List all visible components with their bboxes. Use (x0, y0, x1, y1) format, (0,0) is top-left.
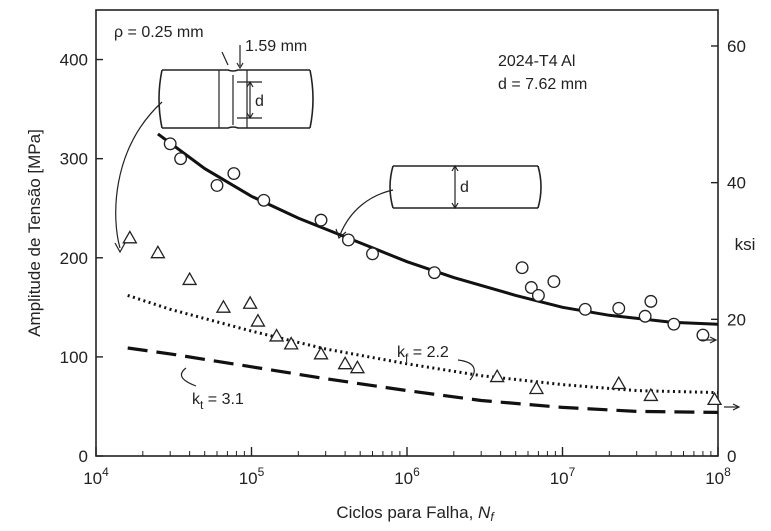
triangle-point (182, 271, 198, 286)
circle-point (578, 302, 592, 316)
runout-arrows (700, 336, 741, 411)
smooth-specimen-drawing (335, 164, 542, 240)
right-tick-label: 40 (727, 174, 746, 193)
triangle-point (643, 387, 659, 402)
x-tick-label: 105 (239, 465, 265, 488)
circle-point (174, 152, 188, 166)
circle-point (612, 301, 626, 315)
kf-pointer (457, 359, 475, 381)
solid-curve (157, 132, 719, 326)
circle-point (644, 294, 658, 308)
y-tick-label: 300 (60, 150, 88, 169)
kf-label: kf = 2.2 (397, 344, 449, 365)
circle-point (524, 281, 538, 294)
triangle-point (489, 368, 505, 383)
notch-d-label: d (255, 93, 264, 110)
triangle-point (337, 356, 353, 370)
triangle-point (528, 380, 545, 395)
right-tick-label: 20 (727, 310, 746, 329)
y-tick-label: 400 (60, 51, 88, 70)
kt-pointer (180, 367, 197, 387)
circle-point (366, 247, 379, 261)
circle-point (427, 266, 441, 280)
circle-point (210, 178, 224, 192)
y-axis-label: Amplitude de Tensão [MPa] (25, 129, 44, 337)
circle-point (667, 317, 681, 331)
material-label: 2024-T4 Al (498, 53, 575, 70)
x-tick-label: 106 (394, 465, 420, 488)
notch-radius-label: ρ = 0.25 mm (114, 24, 204, 41)
triangle-point (349, 359, 366, 374)
circle-point (638, 309, 652, 323)
circle-point (227, 167, 241, 180)
y-tick-label: 100 (60, 348, 88, 367)
right-tick-label: 0 (727, 447, 736, 466)
x-axis-label: Ciclos para Falha, Nf (336, 503, 495, 524)
diameter-label: d = 7.62 mm (498, 76, 587, 93)
circle-point (163, 137, 177, 151)
x-tick-label: 104 (83, 465, 109, 488)
dashed-curve (127, 346, 719, 414)
circle-point (314, 213, 328, 227)
fit-curves (127, 132, 719, 414)
right-tick-label: 60 (727, 37, 746, 56)
triangle-point (268, 328, 285, 342)
circle-point (515, 261, 529, 275)
triangle-point (250, 313, 266, 327)
right-axis-label: ksi (735, 235, 756, 254)
x-tick-label: 108 (705, 465, 731, 488)
dotted-curve (127, 293, 719, 395)
y-tick-label: 0 (79, 447, 88, 466)
circle-point (531, 288, 545, 302)
x-tick-label: 107 (550, 465, 576, 488)
triangle-point (313, 346, 329, 360)
kt-label: kt = 3.1 (192, 391, 244, 412)
triangle-point (611, 375, 627, 390)
triangle-point (283, 336, 299, 350)
triangle-point (242, 295, 258, 309)
triangle-point (215, 299, 232, 313)
triangle-point (150, 245, 166, 259)
axis-ticks: 0 100 200 300 400 0 20 40 60 104 105 106 107 108 (60, 37, 746, 488)
notched-specimen-drawing (114, 45, 314, 254)
triangle-point (706, 391, 723, 406)
circle-point (341, 233, 355, 247)
circle-point (257, 193, 271, 207)
triangle-point (122, 230, 138, 244)
smooth-d-label: d (460, 179, 469, 196)
y-tick-label: 200 (60, 249, 88, 268)
notch-depth-label: 1.59 mm (245, 38, 307, 55)
circle-point (696, 328, 710, 342)
circle-point (547, 275, 561, 289)
data-points (122, 137, 723, 406)
